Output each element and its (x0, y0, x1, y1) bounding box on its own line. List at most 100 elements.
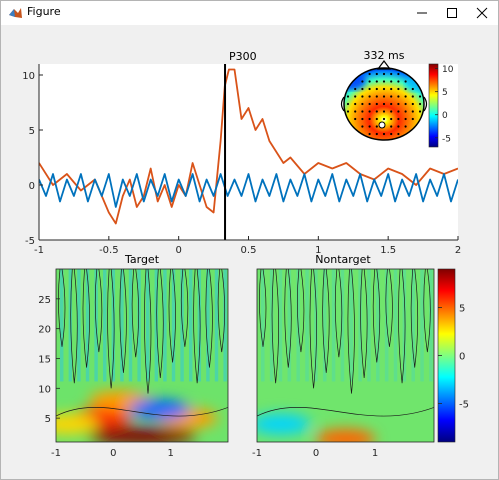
tf-contour (284, 269, 292, 368)
electrode-dot (390, 110, 393, 113)
tf-stripe (77, 269, 81, 382)
tf-stripe (287, 269, 292, 382)
electrode-dot (411, 87, 414, 91)
tf-contour (82, 269, 90, 368)
erp-xtick-label: -1 (34, 245, 44, 256)
tf-stripe (331, 269, 336, 382)
electrode-dot (361, 117, 364, 121)
tf-contour (257, 407, 434, 417)
tf-stripe (68, 269, 73, 382)
head-outline (343, 67, 425, 141)
electrode-dot (375, 72, 378, 76)
electrode-dot (404, 110, 407, 113)
tf-contour (372, 269, 381, 363)
tf-contour (58, 269, 66, 347)
tf-contour (144, 269, 152, 394)
title-bar[interactable]: Figure (1, 1, 498, 25)
electrode-dot (411, 102, 414, 106)
tf-contour (360, 269, 368, 379)
electrode-dot (390, 102, 393, 106)
window-title: Figure (27, 5, 61, 18)
tf-target-ytick: 25 (38, 295, 51, 306)
tf-blob (87, 427, 197, 442)
electrode-dot (382, 110, 386, 113)
erp-lines (39, 68, 458, 225)
electrode-dot (361, 102, 364, 106)
tf-blob (129, 399, 190, 420)
electrode-dot (418, 95, 422, 98)
close-icon[interactable] (467, 1, 497, 25)
tf-nontarget-xtick: 1 (372, 448, 378, 459)
tf-stripe (322, 269, 327, 382)
electrode-dot (390, 80, 393, 83)
topomap-colorbar-tick: 5 (442, 88, 448, 98)
electrode-dot (361, 80, 364, 83)
electrode-dot (354, 95, 357, 98)
electrode-dot (354, 117, 357, 121)
tf-stripe (393, 269, 398, 382)
electrode-dot (404, 125, 407, 128)
erp-ytick-label: 0 (29, 181, 35, 192)
electrode-dot (368, 125, 371, 128)
erp-xtick-label: -0.5 (99, 245, 119, 256)
electrode-dot (346, 110, 350, 113)
tf-contour (410, 269, 419, 368)
electrode-dot (390, 125, 393, 128)
tf-contour (168, 269, 176, 363)
tf-nontarget-xtick: 0 (313, 448, 319, 459)
topomap-colorbar-tick: 0 (442, 111, 448, 121)
electrode-dot (375, 87, 378, 91)
electrode-dot (368, 110, 371, 113)
electrode-dot (397, 72, 400, 76)
tf-stripe (261, 269, 265, 382)
tf-contour (334, 269, 343, 358)
electrode-dot (375, 80, 378, 83)
tf-stripe (214, 269, 219, 382)
tf-stripe (189, 269, 193, 382)
minimize-icon[interactable] (407, 1, 437, 25)
tf-stripe (376, 269, 380, 382)
tf-target-ytick: 15 (38, 354, 51, 365)
electrode-dot (382, 132, 386, 136)
electrode-dot (418, 102, 422, 106)
tf-colorbar-tick: 5 (459, 303, 465, 314)
electrode-dot (361, 110, 364, 113)
tf-contour (398, 269, 406, 384)
tf-contour (347, 269, 355, 394)
tf-stripe (358, 269, 362, 382)
tf-stripe (367, 269, 371, 382)
tf-stripe (60, 269, 64, 382)
tf-stripe (128, 269, 133, 382)
tf-stripe (429, 269, 433, 382)
electrode-dot (397, 102, 400, 106)
electrode-dot (397, 95, 400, 98)
tf-blob (56, 414, 98, 435)
electrode-dot (375, 117, 378, 121)
electrode-dot (382, 102, 386, 106)
erp-xtick-label: 2 (455, 245, 461, 256)
electrode-dot (397, 125, 400, 128)
electrode-dot (404, 87, 407, 91)
tf-target-axes: Target -1 0 1 25 20 15 10 5 (38, 253, 229, 459)
electrode-dot (382, 80, 386, 83)
maximize-icon[interactable] (437, 1, 467, 25)
p300-annotation: P300 (229, 50, 257, 63)
electrode-dot (397, 80, 400, 83)
electrode-dot (411, 110, 414, 113)
electrode-dot (397, 132, 400, 136)
tf-contour (193, 269, 201, 384)
electrode-dot (346, 95, 350, 98)
electrode-dot (368, 117, 371, 121)
tf-stripe (163, 269, 167, 382)
erp-xtick-label: 1.5 (380, 245, 396, 256)
erp-xtick-label: 0.5 (241, 245, 257, 256)
electrode-dot (382, 72, 386, 76)
tf-stripe (340, 269, 345, 382)
electrode-dot (404, 80, 407, 83)
tf-contour (131, 269, 140, 358)
tf-stripe (305, 269, 309, 382)
electrode-dot (354, 102, 357, 106)
electrode-dot (346, 102, 350, 106)
tf-contour (56, 407, 228, 417)
